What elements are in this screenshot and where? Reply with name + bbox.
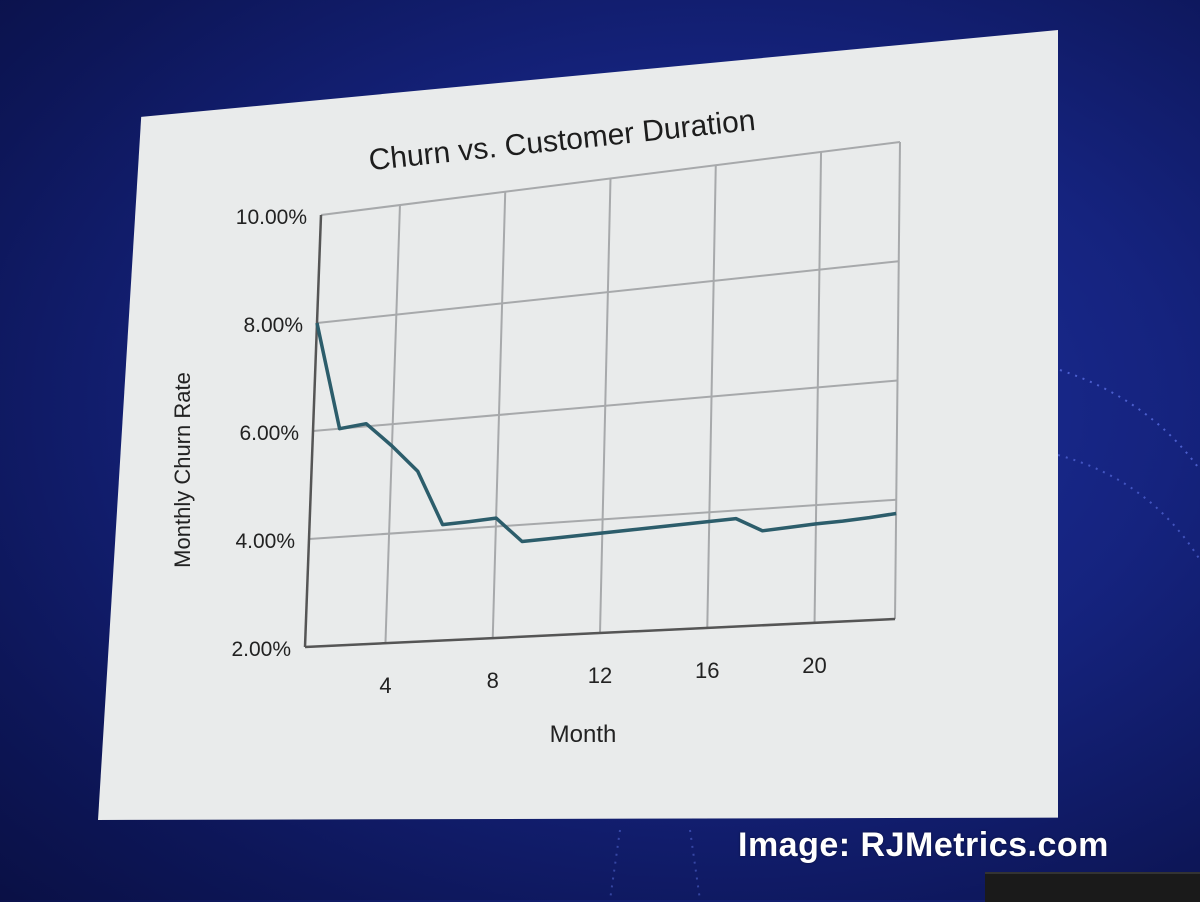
gridline-v	[384, 205, 401, 644]
x-tick-label: 12	[588, 663, 612, 688]
gridline-v	[491, 191, 507, 639]
x-axis	[304, 617, 896, 649]
x-tick-label: 4	[379, 673, 391, 698]
slide: 2.00% 4.00% 6.00% 8.00% 10.00% 4 8 12 16 20 Churn…	[98, 30, 1058, 820]
chart: 2.00% 4.00% 6.00% 8.00% 10.00% 4 8 12 16 20 Churn…	[170, 104, 901, 748]
stage-edge	[985, 872, 1200, 902]
gridline-v	[706, 165, 717, 628]
x-tick-label: 8	[487, 668, 499, 693]
chart-grid	[304, 141, 901, 648]
chart-ticks: 2.00% 4.00% 6.00% 8.00% 10.00% 4 8 12 16 20	[231, 206, 826, 698]
y-tick-label: 8.00%	[243, 314, 303, 337]
x-tick-label: 16	[695, 658, 719, 683]
y-axis-label: Monthly Churn Rate	[170, 372, 195, 568]
gridline-v	[599, 178, 612, 634]
x-axis-label: Month	[550, 721, 617, 748]
gridline-v	[813, 151, 823, 623]
image-credit: Image: RJMetrics.com	[738, 826, 1109, 864]
x-tick-label: 20	[802, 653, 826, 678]
series-line	[315, 322, 897, 544]
y-tick-label: 6.00%	[239, 422, 299, 445]
y-axis	[303, 214, 323, 648]
y-tick-label: 2.00%	[231, 638, 291, 661]
y-tick-label: 10.00%	[236, 206, 307, 229]
chart-axes	[303, 214, 896, 649]
y-tick-label: 4.00%	[235, 530, 295, 553]
plot-border-right	[894, 141, 901, 620]
chart-title: Churn vs. Customer Duration	[367, 104, 757, 177]
